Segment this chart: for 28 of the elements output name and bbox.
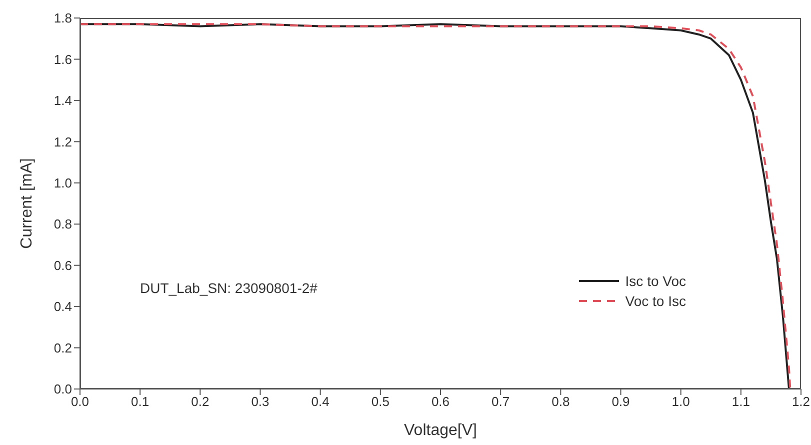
y-tick-label: 1.2	[54, 134, 72, 150]
legend-label: Isc to Voc	[625, 273, 686, 289]
y-tick-label: 0.4	[54, 299, 72, 314]
x-axis-title: Voltage[V]	[404, 422, 477, 439]
x-tick-label: 0.1	[131, 394, 150, 410]
x-tick-label: 0.8	[552, 394, 570, 410]
y-tick-label: 0.2	[54, 340, 72, 356]
y-tick-label: 0.6	[54, 258, 72, 273]
legend-label: Voc to Isc	[625, 293, 686, 309]
x-tick-label: 0.7	[492, 394, 510, 410]
y-tick-label: 1.8	[54, 10, 72, 26]
y-tick-label: 1.4	[54, 93, 72, 108]
x-tick-label: 1.0	[672, 394, 690, 410]
x-tick-label: 0.0	[70, 394, 90, 410]
y-tick-label: 1.6	[54, 52, 72, 67]
x-tick-label: 0.5	[371, 394, 390, 410]
x-tick-label: 0.2	[191, 394, 210, 410]
annotation: DUT_Lab_SN: 23090801-2#	[140, 280, 318, 296]
x-tick-label: 0.6	[431, 394, 450, 410]
x-tick-label: 0.3	[251, 394, 270, 410]
y-tick-label: 1.0	[54, 176, 72, 191]
x-tick-label: 0.4	[311, 394, 330, 410]
x-tick-label: 0.9	[612, 394, 630, 410]
y-axis-title: Current [mA]	[18, 158, 36, 249]
x-tick-label: 1.2	[792, 394, 810, 410]
x-tick-label: 1.1	[732, 394, 750, 410]
y-tick-label: 0.8	[54, 216, 72, 232]
y-tick-label: 0.0	[54, 382, 72, 397]
